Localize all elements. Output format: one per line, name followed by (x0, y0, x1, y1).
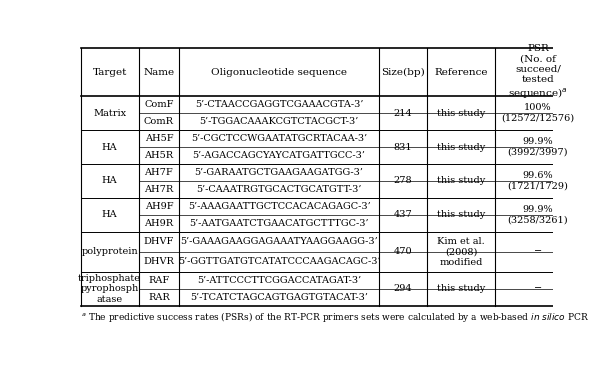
Text: −: − (534, 284, 542, 293)
Text: DHVR: DHVR (144, 257, 174, 266)
Text: Target: Target (93, 68, 127, 77)
Text: this study: this study (437, 284, 485, 293)
Text: 99.9%
(3992/3997): 99.9% (3992/3997) (508, 137, 568, 157)
Text: RAR: RAR (148, 293, 170, 302)
Text: Kim et al.
(2008)
modified: Kim et al. (2008) modified (437, 237, 485, 267)
Text: this study: this study (437, 176, 485, 185)
Text: 5’-TCATCTAGCAGTGAGTGTACAT-3’: 5’-TCATCTAGCAGTGAGTGTACAT-3’ (190, 293, 368, 302)
Text: 278: 278 (394, 176, 413, 185)
Text: HA: HA (102, 210, 117, 219)
Text: this study: this study (437, 109, 485, 118)
Text: 437: 437 (394, 210, 413, 219)
Text: PSR
(No. of
succeed/
tested
sequence)$^a$: PSR (No. of succeed/ tested sequence)$^a… (508, 44, 568, 101)
Text: −: − (534, 247, 542, 256)
Text: 5’-AGACCAGCYAYCATGATTGCC-3’: 5’-AGACCAGCYAYCATGATTGCC-3’ (193, 151, 365, 160)
Text: 5’-TGGACAAAKCGTCTACGCT-3’: 5’-TGGACAAAKCGTCTACGCT-3’ (200, 117, 359, 126)
Text: HA: HA (102, 142, 117, 151)
Text: Reference: Reference (434, 68, 488, 77)
Text: Name: Name (143, 68, 174, 77)
Text: this study: this study (437, 142, 485, 151)
Text: Matrix: Matrix (93, 109, 126, 118)
Text: AH5F: AH5F (144, 134, 173, 143)
Text: HA: HA (102, 176, 117, 185)
Text: 5’-CAAATRGTGCACTGCATGTT-3’: 5’-CAAATRGTGCACTGCATGTT-3’ (196, 185, 362, 194)
Text: 5’-CTAACCGAGGTCGAAACGTA-3’: 5’-CTAACCGAGGTCGAAACGTA-3’ (195, 100, 363, 109)
Text: RAF: RAF (148, 276, 169, 285)
Text: 5’-GAAAGAAGGAGAAATYAAGGAAGG-3’: 5’-GAAAGAAGGAGAAATYAAGGAAGG-3’ (181, 237, 378, 246)
Text: 214: 214 (394, 109, 413, 118)
Text: $^a$ The predictive success rates (PSRs) of the RT-PCR primers sets were calcula: $^a$ The predictive success rates (PSRs)… (80, 310, 589, 324)
Text: Size(bp): Size(bp) (381, 68, 425, 77)
Text: this study: this study (437, 210, 485, 219)
Text: 100%
(12572/12576): 100% (12572/12576) (501, 103, 575, 123)
Text: 5’-AAAGAATTGCTCCACACAGAGC-3’: 5’-AAAGAATTGCTCCACACAGAGC-3’ (188, 202, 370, 211)
Text: ComR: ComR (144, 117, 174, 126)
Text: 470: 470 (394, 247, 413, 256)
Text: polyprotein: polyprotein (82, 247, 138, 256)
Text: 5’-CGCTCCWGAATATGCRTACAA-3’: 5’-CGCTCCWGAATATGCRTACAA-3’ (191, 134, 367, 143)
Text: 99.6%
(1721/1729): 99.6% (1721/1729) (507, 171, 569, 190)
Text: 5’-GGTTGATGTCATATCCCAAGACAGC-3’: 5’-GGTTGATGTCATATCCCAAGACAGC-3’ (178, 257, 380, 266)
Text: 5’-AATGAATCTGAACATGCTTTGC-3’: 5’-AATGAATCTGAACATGCTTTGC-3’ (189, 219, 369, 228)
Text: AH5R: AH5R (144, 151, 174, 160)
Text: 831: 831 (394, 142, 413, 151)
Text: Oligonucleotide sequence: Oligonucleotide sequence (211, 68, 347, 77)
Text: ComF: ComF (144, 100, 174, 109)
Text: 99.9%
(3258/3261): 99.9% (3258/3261) (508, 205, 568, 225)
Text: triphosphate
pyrophosph
atase: triphosphate pyrophosph atase (78, 274, 141, 304)
Text: AH9R: AH9R (144, 219, 174, 228)
Text: DHVF: DHVF (144, 237, 174, 246)
Text: AH9F: AH9F (144, 202, 173, 211)
Text: 5’-GARAATGCTGAAGAAGATGG-3’: 5’-GARAATGCTGAAGAAGATGG-3’ (195, 168, 363, 177)
Text: AH7F: AH7F (144, 168, 173, 177)
Text: 5’-ATTCCCTTCGGACCATAGAT-3’: 5’-ATTCCCTTCGGACCATAGAT-3’ (197, 276, 361, 285)
Text: AH7R: AH7R (144, 185, 174, 194)
Text: 294: 294 (394, 284, 413, 293)
